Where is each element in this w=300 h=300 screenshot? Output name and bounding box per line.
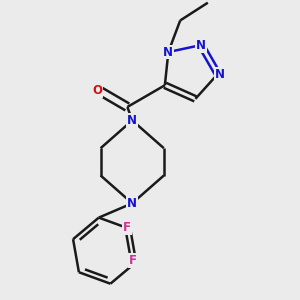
Text: N: N	[164, 46, 173, 59]
Text: N: N	[215, 68, 225, 80]
Text: F: F	[129, 254, 137, 267]
Text: N: N	[127, 114, 137, 127]
Text: N: N	[196, 39, 206, 52]
Text: N: N	[127, 197, 137, 210]
Text: O: O	[92, 84, 102, 97]
Text: F: F	[123, 220, 131, 234]
